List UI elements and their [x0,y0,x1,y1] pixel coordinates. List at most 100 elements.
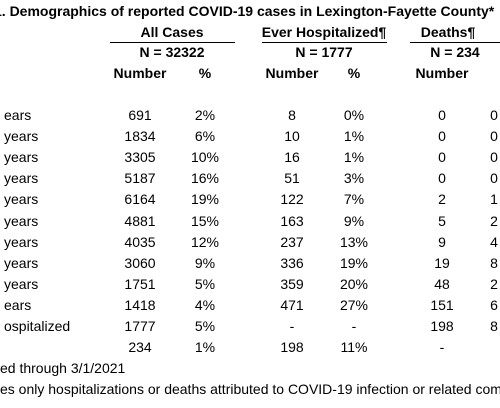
cell: 198 [280,339,304,356]
cell: 3305 [124,149,156,166]
cell: 3060 [124,254,156,271]
cell: 2 [490,275,498,292]
row-label: ears [4,107,32,123]
cell: 0 [490,149,498,166]
cell: 1834 [124,128,156,145]
cell: 4035 [124,233,156,250]
cell: 1% [343,128,365,145]
cell: - [439,339,445,356]
cell: 151 [430,296,454,313]
n-label: N = 32322 [139,44,205,60]
n-label: N = 1777 [295,44,353,60]
row-label: ears [4,296,32,313]
cell: 2% [194,107,216,123]
cell: 1418 [124,296,156,313]
cell: 1% [343,149,365,166]
cell: 0 [438,107,446,123]
cell: 13% [339,233,369,250]
cell: 2 [438,191,446,208]
cell: 4 [490,233,498,250]
column-header: Number [415,65,469,81]
cell: 4881 [124,212,156,229]
cell: 19 [434,254,450,271]
cell: 4% [194,296,216,313]
row-label: years [4,212,39,229]
cell: 3% [343,170,365,187]
cell: 20% [339,275,369,292]
cell: 6164 [124,191,156,208]
n-label: N = 234 [430,44,480,60]
row-label: years [4,233,39,250]
cell: 0 [438,170,446,187]
cell: 237 [280,233,304,250]
cell: 6 [490,296,498,313]
row-label: years [4,128,39,145]
cell: 27% [339,296,369,313]
title: 1. Demographics of reported COVID-19 cas… [0,3,495,19]
footnote: es only hospitalizations or deaths attri… [0,381,500,397]
row-label: ospitalized [4,318,71,334]
cell: 8 [288,107,296,123]
cell: 12% [190,233,220,250]
cell: 1 [490,191,498,208]
group-underline [110,42,235,43]
group-header: All Cases [140,24,204,40]
cell: 0 [438,128,446,145]
cell: 471 [280,296,304,313]
cell: 10% [190,149,220,166]
cell: 0 [490,170,498,187]
cell: 9 [438,233,446,250]
group-header: Deaths¶ [420,24,476,40]
column-header: % [347,65,361,81]
cell: 5187 [124,170,156,187]
group-underline [410,42,500,43]
cell: 16 [284,149,300,166]
cell: 48 [434,275,450,292]
cell: 0% [343,107,365,123]
row-label: years [4,170,39,187]
column-header: % [198,65,212,81]
cell: 5% [194,275,216,292]
cell: 234 [128,339,152,356]
cell: 336 [280,254,304,271]
cell: 19% [190,191,220,208]
cell: 0 [490,107,498,123]
cell: 5 [438,212,446,229]
cell: 9% [194,254,216,271]
cell: 359 [280,275,304,292]
cell: 11% [340,339,368,356]
cell: 5% [194,318,216,334]
footnote: ed through 3/1/2021 [0,360,126,376]
cell: 0 [490,128,498,145]
cell: 9% [343,212,365,229]
cell: 10 [284,128,300,145]
cell: 1777 [124,318,156,334]
cell: 691 [128,107,152,123]
group-underline [262,42,387,43]
cell: 8 [490,254,498,271]
column-header: Number [113,65,167,81]
cell: 19% [339,254,369,271]
cell: - [289,318,295,334]
cell: 16% [190,170,220,187]
cell: - [351,318,357,334]
cell: 163 [280,212,304,229]
row-label: years [4,254,39,271]
cell: 15% [190,212,220,229]
cell: 122 [280,191,304,208]
cell: 6% [194,128,216,145]
cell: 8 [490,318,498,334]
row-label: years [4,191,39,208]
cell: 51 [284,170,300,187]
column-header: Number [265,65,319,81]
cell: 2 [490,212,498,229]
group-header: Ever Hospitalized¶ [261,24,387,40]
row-label: years [4,149,39,166]
cell: 1% [194,339,216,356]
cell: 0 [438,149,446,166]
cell: 1751 [124,275,156,292]
row-label: years [4,275,39,292]
cell: 7% [343,191,365,208]
cell: 198 [430,318,454,334]
